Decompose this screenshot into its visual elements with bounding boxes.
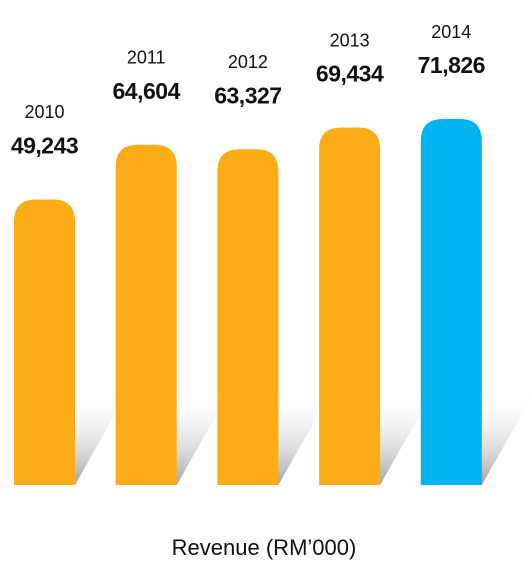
category-label: 2010 xyxy=(24,102,64,122)
category-label: 2013 xyxy=(330,30,370,50)
bar xyxy=(14,199,75,485)
bar xyxy=(217,149,279,485)
value-label: 64,604 xyxy=(113,78,181,104)
value-label: 69,434 xyxy=(316,61,384,87)
category-label: 2014 xyxy=(431,22,471,42)
bar xyxy=(319,127,381,486)
bar xyxy=(115,144,177,486)
value-label: 63,327 xyxy=(214,82,281,108)
bar xyxy=(420,119,482,485)
chart-title: Revenue (RM’000) xyxy=(172,535,357,560)
category-label: 2012 xyxy=(228,52,268,72)
category-label: 2011 xyxy=(127,47,166,67)
value-label: 49,243 xyxy=(11,133,78,159)
value-label: 71,826 xyxy=(418,52,485,78)
